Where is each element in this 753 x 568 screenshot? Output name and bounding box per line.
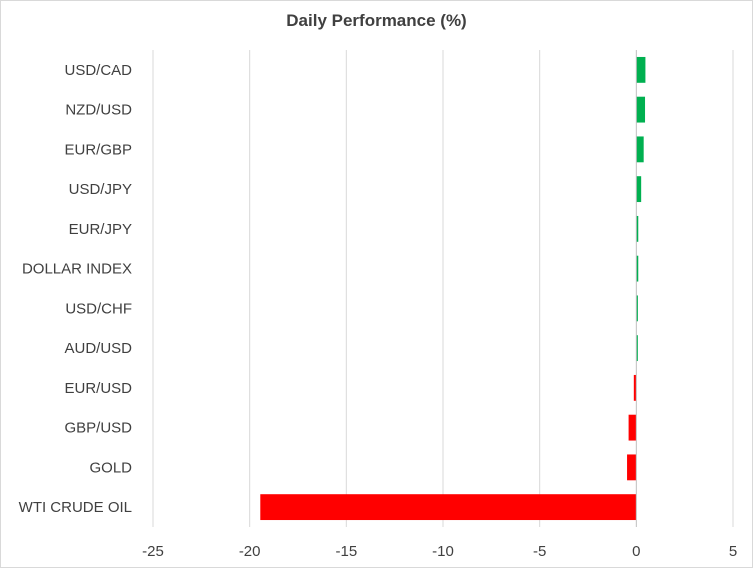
x-tick-label: -10 bbox=[432, 543, 454, 560]
bar-eur-gbp bbox=[636, 136, 644, 163]
category-label: EUR/JPY bbox=[69, 221, 132, 238]
x-tick-label: -25 bbox=[142, 543, 164, 560]
bar-wti-crude-oil bbox=[260, 494, 637, 521]
bar-eur-jpy bbox=[636, 215, 639, 242]
category-label: WTI CRUDE OIL bbox=[19, 499, 132, 516]
bar-usd-cad bbox=[636, 56, 646, 83]
category-label: AUD/USD bbox=[64, 340, 132, 357]
category-label: GOLD bbox=[89, 459, 132, 476]
chart-title: Daily Performance (%) bbox=[286, 11, 467, 30]
category-label: GBP/USD bbox=[64, 420, 132, 437]
x-tick-label: 5 bbox=[729, 543, 737, 560]
category-label: NZD/USD bbox=[65, 102, 132, 119]
x-tick-label: -20 bbox=[239, 543, 261, 560]
category-label: EUR/GBP bbox=[64, 141, 132, 158]
category-label: EUR/USD bbox=[64, 380, 132, 397]
bar-usd-jpy bbox=[636, 176, 642, 203]
bar-usd-chf bbox=[636, 295, 638, 322]
x-tick-label: -5 bbox=[533, 543, 546, 560]
bar-gbp-usd bbox=[628, 414, 637, 441]
x-tick-label: -15 bbox=[335, 543, 357, 560]
category-label: USD/CAD bbox=[64, 62, 132, 79]
bar-nzd-usd bbox=[636, 96, 646, 123]
category-label: USD/JPY bbox=[69, 181, 132, 198]
x-tick-label: 0 bbox=[632, 543, 640, 560]
bar-aud-usd bbox=[636, 335, 638, 362]
bar-eur-usd bbox=[633, 374, 637, 401]
bar-dollar-index bbox=[636, 255, 639, 282]
bar-gold bbox=[627, 454, 637, 481]
category-label: DOLLAR INDEX bbox=[22, 261, 132, 278]
category-label: USD/CHF bbox=[65, 300, 132, 317]
